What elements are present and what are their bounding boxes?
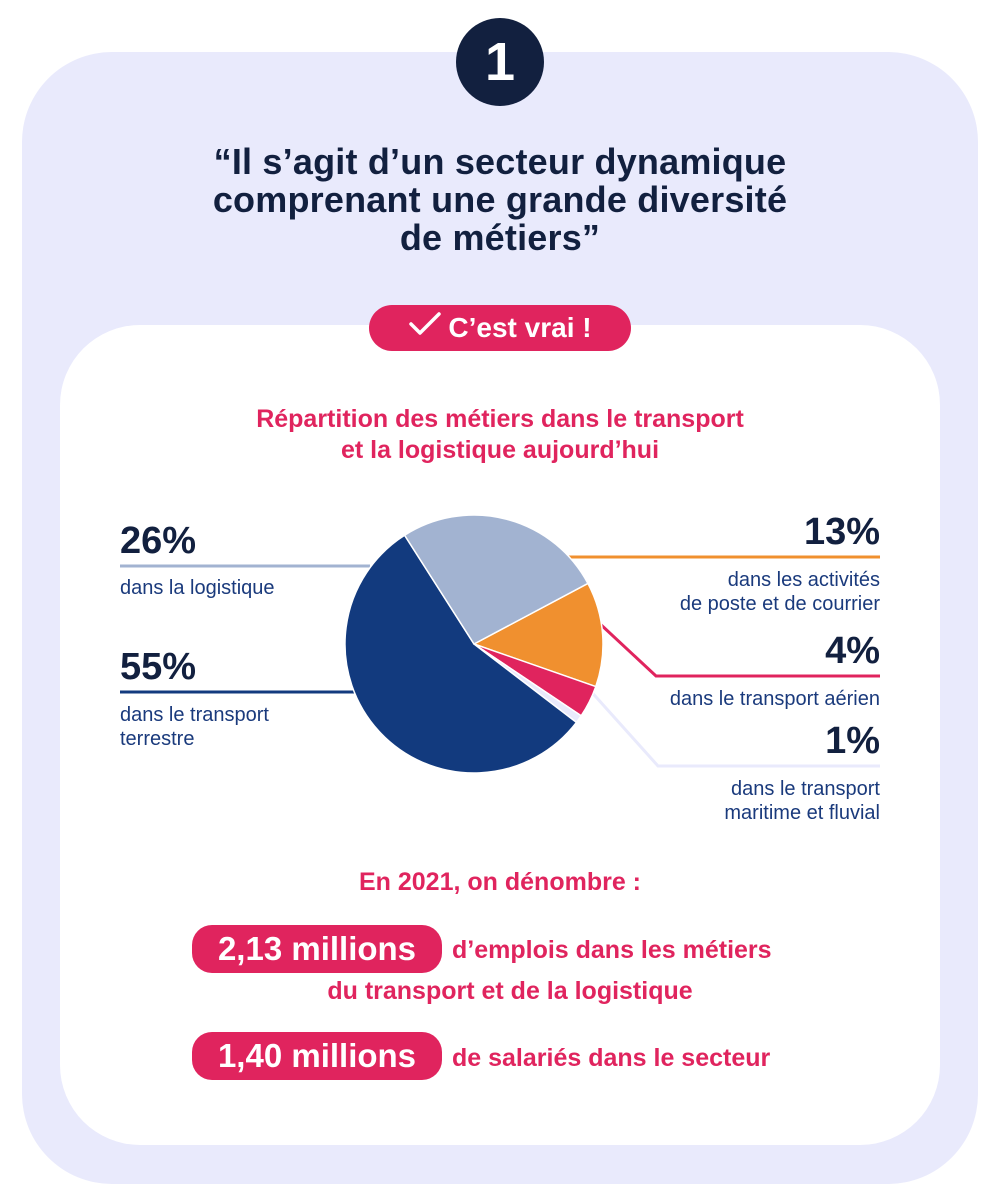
chart-title: Répartition des métiers dans le transpor… [150,404,850,466]
chart-title-line-2: et la logistique aujourd’hui [340,436,660,464]
chart-title-line-1: Répartition des métiers dans le transpor… [256,405,744,433]
label-desc-poste: dans les activités de poste et de courri… [560,568,880,616]
desc-line: dans la logistique [120,577,275,599]
desc-line: dans les activités [727,569,880,591]
stat-text-emplois-line-2: du transport et de la logistique [327,977,693,1005]
label-pct-logistique: 26% [120,520,197,562]
pie-slice-4 [403,514,589,645]
stat-text-salaries: de salariés dans le secteur [452,1044,771,1072]
stat-value-salaries: 1,40 millions [192,1032,442,1080]
step-number-badge: 1 [456,18,544,106]
quote-line-1: “Il s’agit d’un secteur dynamique [213,141,787,182]
checkmark-icon [408,305,442,351]
pie-slice-0 [472,582,604,688]
leader-line-maritime [568,666,880,768]
desc-line: dans le transport aérien [669,688,880,710]
stat-text-emplois-line-1: d’emplois dans les métiers [452,936,772,964]
label-pct-terrestre: 55% [120,646,197,688]
label-pct-aerien: 4% [825,630,880,672]
headline-quote: “Il s’agit d’un secteur dynamique compre… [100,143,900,257]
label-desc-maritime: dans le transport maritime et fluvial [560,777,880,825]
desc-line: dans le transport [731,778,880,800]
stat-value-emplois: 2,13 millions [192,925,442,973]
verdict-badge: C’est vrai ! [369,305,631,351]
verdict-label: C’est vrai ! [448,312,592,343]
label-desc-terrestre: dans le transport terrestre [120,703,269,751]
pie-slice-3 [344,534,578,774]
label-desc-logistique: dans la logistique [120,576,275,600]
quote-line-3: de métiers” [399,217,601,258]
label-pct-maritime: 1% [825,720,880,762]
label-pct-poste: 13% [803,511,880,553]
desc-line: terrestre [120,728,195,750]
desc-line: maritime et fluvial [724,802,880,824]
desc-line: de poste et de courrier [679,593,880,615]
desc-line: dans le transport [120,704,269,726]
leader-line-aerien [596,620,880,678]
quote-line-2: comprenant une grande diversité [212,179,788,220]
stats-intro: En 2021, on dénombre : [358,868,641,896]
label-desc-aerien: dans le transport aérien [560,687,880,711]
